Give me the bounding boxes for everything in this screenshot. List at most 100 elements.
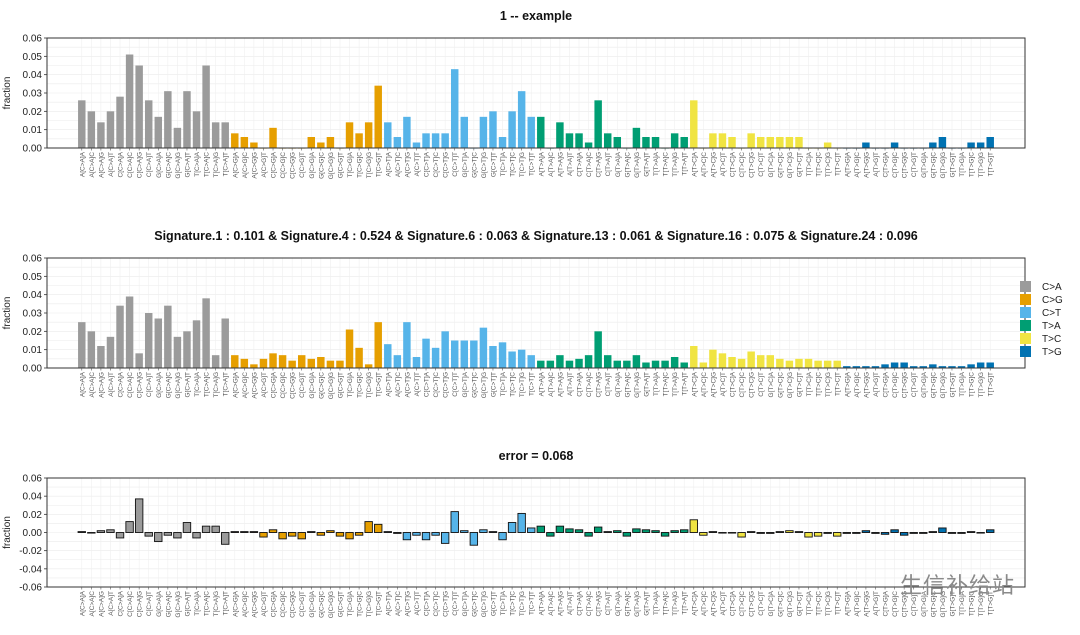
chart1-xtick-label: G[T>A]T	[643, 152, 650, 177]
chart1-xtick-label: G[C>T]T	[490, 152, 497, 177]
chart2-xtick-label: G[T>C]C	[777, 372, 784, 398]
chart1-xtick-label: T[C>T]A	[500, 151, 507, 176]
chart2-bar	[326, 360, 335, 368]
chart3-bar	[383, 531, 392, 533]
chart2-xtick-label: A[C>A]T	[108, 372, 115, 397]
chart1-bar	[317, 142, 325, 148]
chart1-xtick-label: C[C>A]A	[118, 151, 125, 177]
chart2-bar	[144, 313, 153, 368]
chart1-xtick-label: C[T>G]C	[892, 152, 899, 178]
chart1-bar	[498, 137, 507, 148]
chart1-bar	[374, 85, 382, 148]
chart2-xtick-label: G[C>G]A	[309, 371, 316, 398]
chart3-bar	[804, 532, 813, 538]
chart1-bar	[269, 127, 277, 148]
chart2-bar	[364, 364, 373, 368]
chart1-bar	[594, 100, 602, 148]
chart3-bar	[785, 530, 794, 533]
chart3-xtick-label: T[T>A]A	[653, 590, 660, 615]
chart1-xtick-label: T[T>G]T	[988, 152, 995, 176]
chart1-xtick-label: C[T>C]G	[749, 152, 756, 178]
chart1-xtick-label: T[C>G]T	[376, 152, 383, 177]
chart2-bar	[269, 353, 277, 368]
chart1-bar	[87, 111, 96, 148]
chart1-xtick-label: G[C>A]G	[175, 152, 182, 179]
chart3-bar	[546, 532, 555, 537]
chart3-bar	[182, 522, 192, 533]
chart3-bar	[842, 532, 851, 534]
chart1-bar	[862, 142, 870, 148]
chart1-xtick-label: T[T>A]G	[672, 152, 679, 177]
chart2-xtick-label: A[C>T]T	[414, 372, 421, 396]
chart2-legend-label: T>C	[1042, 334, 1061, 345]
chart2-xtick-label: T[C>G]G	[366, 372, 373, 398]
chart1-bar	[221, 122, 229, 148]
chart3-xtick-label: C[C>T]C	[433, 591, 440, 617]
chart1-bar	[603, 133, 612, 148]
chart3-bar	[221, 532, 230, 545]
chart1-bar	[240, 137, 249, 148]
chart2-xtick-label: C[T>A]T	[605, 372, 612, 396]
chart3-bar	[268, 529, 278, 533]
chart1-xtick-label: T[C>A]T	[223, 152, 230, 176]
chart3-xtick-label: C[T>C]C	[739, 591, 746, 617]
chart2-xtick-label: C[C>A]C	[127, 372, 134, 398]
chart1-xtick-label: C[T>C]A	[730, 151, 737, 177]
chart1-xtick-label: G[C>A]A	[156, 151, 163, 177]
chart2-xtick-label: T[C>A]G	[213, 372, 220, 397]
chart1-xtick-label: G[T>C]C	[777, 152, 784, 178]
chart3-xtick-label: C[T>G]T	[911, 591, 918, 616]
chart2-xtick-label: G[T>C]A	[768, 371, 775, 397]
chart1-bar	[747, 133, 755, 148]
chart1-xtick-label: C[T>A]C	[586, 152, 593, 177]
chart1-xtick-label: C[C>A]G	[137, 152, 144, 178]
chart1-bar	[613, 137, 622, 148]
chart2-xtick-label: T[C>T]C	[510, 372, 517, 397]
chart2-bar	[470, 340, 478, 368]
chart1-bar	[116, 96, 124, 148]
chart2-xtick-label: A[T>C]A	[691, 371, 698, 396]
chart2-xtick-label: G[C>A]T	[184, 372, 191, 397]
chart2-xtick-label: T[T>A]A	[653, 371, 660, 396]
chart1-xtick-label: T[C>A]A	[194, 151, 201, 176]
chart3-bar	[909, 532, 918, 534]
chart2-xtick-label: A[C>G]T	[261, 372, 268, 397]
chart3-bar	[947, 532, 957, 534]
chart2-xtick-label: T[T>G]C	[969, 372, 976, 397]
chart2-legend-label: C>A	[1042, 282, 1062, 293]
chart3-xtick-label: C[C>G]T	[299, 591, 306, 617]
chart2-xtick-label: G[T>G]C	[930, 372, 937, 398]
chart1-xtick-label: G[C>G]A	[309, 151, 316, 178]
chart1-bar	[154, 116, 163, 148]
chart2-xtick-label: G[C>T]C	[471, 372, 478, 398]
chart2-xtick-label: A[T>C]T	[720, 372, 727, 396]
chart2-xtick-label: A[T>A]T	[567, 372, 574, 396]
chart3-bar	[278, 532, 287, 540]
chart3-ytick-label: -0.04	[19, 564, 42, 575]
chart2-xtick-label: A[T>C]C	[701, 372, 708, 397]
chart3-bar	[527, 527, 536, 533]
chart3-xtick-label: T[C>G]T	[376, 591, 383, 616]
chart1-xtick-label: A[T>C]C	[701, 152, 708, 177]
chart1-xtick-label: T[T>A]A	[653, 151, 660, 176]
chart3-xtick-label: G[T>A]C	[624, 591, 631, 617]
chart1-bar	[795, 137, 803, 148]
chart2-xtick-label: C[C>G]T	[299, 372, 306, 398]
chart1-xtick-label: G[T>A]G	[634, 152, 641, 178]
chart1-bar	[986, 137, 994, 148]
chart3-bar	[708, 531, 718, 533]
chart3-bar	[651, 530, 660, 533]
chart3-bar	[565, 528, 574, 533]
chart2-xtick-label: G[T>G]A	[921, 371, 928, 397]
chart3-xtick-label: C[T>C]T	[758, 591, 765, 616]
chart2-bar	[909, 366, 918, 368]
chart3-xtick-label: C[C>G]C	[280, 591, 287, 618]
chart2-ytick-label: 0.05	[23, 272, 43, 283]
chart1-xtick-label: G[T>G]G	[940, 152, 947, 179]
chart3-xtick-label: G[C>G]C	[318, 591, 325, 618]
chart3-bar	[775, 531, 785, 533]
chart2-xtick-label: G[C>G]T	[337, 372, 344, 398]
chart1-xtick-label: C[T>A]G	[596, 152, 603, 177]
chart2-xtick-label: G[T>G]T	[949, 372, 956, 397]
chart1-xtick-label: C[T>C]T	[758, 152, 765, 177]
